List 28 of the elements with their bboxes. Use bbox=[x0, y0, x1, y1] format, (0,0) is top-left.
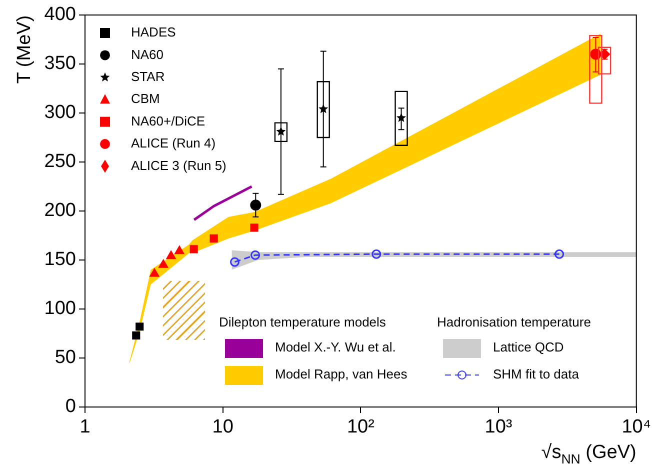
x-tick-label: 1 bbox=[80, 416, 90, 438]
legend-label: NA60+/DiCE bbox=[131, 113, 206, 128]
legend-label: ALICE 3 (Run 5) bbox=[131, 158, 226, 173]
y-tick-label: 250 bbox=[44, 151, 76, 172]
legend-label: SHM fit to data bbox=[493, 366, 580, 382]
x-tick-label: 10 bbox=[212, 416, 234, 438]
legend-label: HADES bbox=[131, 24, 176, 40]
legend-label: Model Rapp, van Hees bbox=[275, 366, 408, 382]
y-tick-label: 50 bbox=[54, 347, 76, 368]
legend-label: Model X.-Y. Wu et al. bbox=[275, 340, 396, 355]
legend-label: Lattice QCD bbox=[493, 340, 564, 355]
annotation: Dilepton temperature models bbox=[219, 314, 386, 330]
y-tick-label: 300 bbox=[44, 102, 76, 124]
legend-label: CBM bbox=[131, 91, 160, 106]
annotation: Hadronisation temperature bbox=[437, 314, 591, 330]
legend-label: NA60 bbox=[131, 46, 164, 62]
y-axis-title: T (MeV) bbox=[14, 15, 35, 84]
y-tick-label: 200 bbox=[44, 200, 76, 222]
x-tick-label: 10⁴ bbox=[622, 416, 652, 438]
x-tick-label: 10² bbox=[346, 416, 374, 438]
x-tick-label: 10³ bbox=[484, 416, 512, 438]
y-tick-label: 350 bbox=[44, 53, 76, 74]
legend-label: STAR bbox=[131, 68, 165, 84]
y-tick-label: 100 bbox=[44, 298, 76, 320]
y-tick-label: 400 bbox=[44, 4, 76, 26]
legend-label: ALICE (Run 4) bbox=[131, 136, 216, 151]
y-tick-label: 0 bbox=[65, 396, 76, 418]
y-tick-label: 150 bbox=[44, 249, 76, 270]
